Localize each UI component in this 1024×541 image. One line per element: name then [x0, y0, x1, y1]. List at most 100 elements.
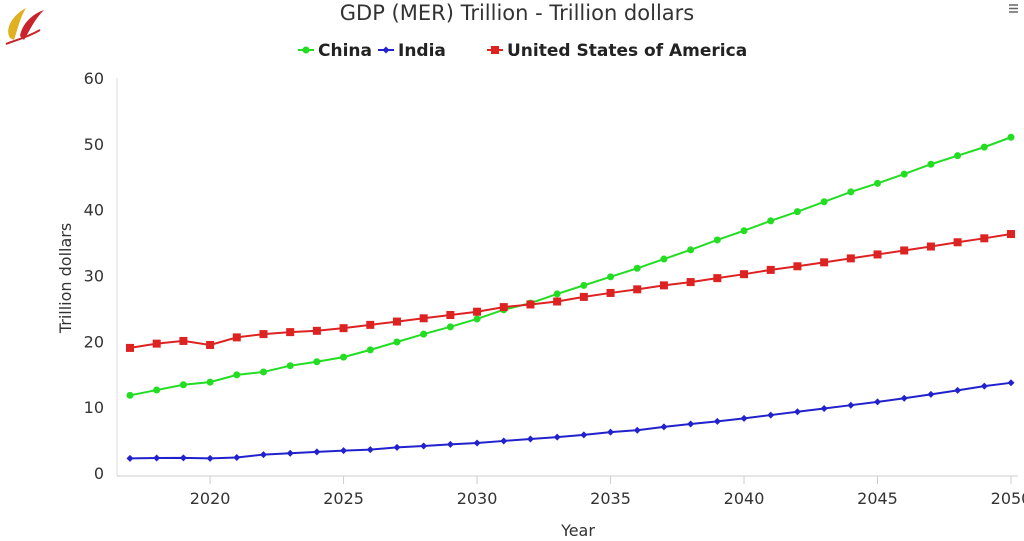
data-point-china[interactable]	[633, 264, 641, 272]
data-point-india[interactable]	[607, 428, 615, 436]
data-point-united-states-of-america[interactable]	[286, 328, 295, 337]
data-point-united-states-of-america[interactable]	[259, 330, 268, 339]
data-point-united-states-of-america[interactable]	[686, 278, 695, 287]
data-point-india[interactable]	[927, 390, 935, 398]
data-point-united-states-of-america[interactable]	[926, 242, 935, 251]
legend-item-china[interactable]: China	[298, 41, 372, 61]
data-point-india[interactable]	[580, 431, 588, 439]
data-point-china[interactable]	[366, 346, 374, 354]
data-point-united-states-of-america[interactable]	[873, 250, 882, 259]
data-point-china[interactable]	[820, 198, 828, 206]
data-point-united-states-of-america[interactable]	[446, 311, 455, 319]
data-point-united-states-of-america[interactable]	[312, 326, 321, 335]
data-point-united-states-of-america[interactable]	[392, 317, 401, 326]
data-point-china[interactable]	[233, 371, 241, 379]
data-point-china[interactable]	[954, 152, 962, 160]
data-point-china[interactable]	[153, 386, 161, 394]
data-point-united-states-of-america[interactable]	[953, 238, 962, 247]
data-point-united-states-of-america[interactable]	[606, 288, 615, 297]
data-point-united-states-of-america[interactable]	[526, 300, 535, 309]
data-point-china[interactable]	[687, 246, 695, 254]
data-point-china[interactable]	[313, 358, 321, 366]
data-point-india[interactable]	[446, 440, 454, 448]
data-point-india[interactable]	[980, 382, 988, 390]
data-point-united-states-of-america[interactable]	[499, 303, 508, 312]
legend-marker-icon[interactable]	[382, 46, 390, 54]
data-point-india[interactable]	[687, 420, 695, 428]
data-point-india[interactable]	[820, 404, 828, 412]
data-point-china[interactable]	[473, 315, 481, 323]
menu-button[interactable]	[1004, 2, 1022, 16]
data-point-china[interactable]	[206, 378, 214, 386]
data-point-china[interactable]	[847, 188, 855, 196]
data-point-united-states-of-america[interactable]	[820, 258, 829, 267]
data-point-united-states-of-america[interactable]	[713, 274, 722, 283]
data-point-united-states-of-america[interactable]	[339, 324, 348, 333]
legend-item-united-states-of-america[interactable]: United States of America	[487, 41, 747, 61]
data-point-china[interactable]	[767, 217, 775, 225]
data-point-china[interactable]	[553, 290, 561, 298]
data-point-china[interactable]	[1007, 133, 1015, 141]
data-point-united-states-of-america[interactable]	[179, 336, 188, 345]
data-point-india[interactable]	[767, 411, 775, 419]
data-point-china[interactable]	[874, 179, 882, 187]
data-point-india[interactable]	[793, 408, 801, 416]
data-point-india[interactable]	[179, 454, 187, 462]
data-point-india[interactable]	[633, 426, 641, 434]
legend-marker-icon[interactable]	[302, 46, 310, 54]
data-point-united-states-of-america[interactable]	[766, 265, 775, 274]
data-point-china[interactable]	[420, 330, 428, 338]
data-point-united-states-of-america[interactable]	[152, 339, 161, 348]
data-point-china[interactable]	[927, 160, 935, 168]
data-point-india[interactable]	[233, 454, 241, 462]
data-point-india[interactable]	[954, 386, 962, 394]
data-point-united-states-of-america[interactable]	[1007, 230, 1015, 239]
data-point-india[interactable]	[366, 446, 374, 454]
data-point-united-states-of-america[interactable]	[793, 262, 802, 271]
data-point-united-states-of-america[interactable]	[740, 270, 749, 279]
data-point-united-states-of-america[interactable]	[553, 297, 562, 306]
data-point-india[interactable]	[313, 448, 321, 456]
data-point-united-states-of-america[interactable]	[419, 314, 428, 323]
data-point-china[interactable]	[713, 236, 721, 244]
data-point-united-states-of-america[interactable]	[366, 320, 375, 329]
data-point-united-states-of-america[interactable]	[633, 285, 642, 294]
data-point-india[interactable]	[153, 454, 161, 462]
data-point-china[interactable]	[179, 381, 187, 389]
data-point-india[interactable]	[900, 394, 908, 402]
data-point-united-states-of-america[interactable]	[232, 333, 241, 342]
data-point-china[interactable]	[446, 323, 454, 331]
data-point-china[interactable]	[340, 353, 348, 361]
data-point-india[interactable]	[1007, 379, 1015, 387]
data-point-united-states-of-america[interactable]	[473, 307, 482, 316]
data-point-china[interactable]	[980, 143, 988, 151]
data-point-india[interactable]	[259, 451, 267, 459]
data-point-india[interactable]	[126, 454, 134, 462]
data-point-india[interactable]	[874, 398, 882, 406]
data-point-united-states-of-america[interactable]	[900, 246, 909, 255]
data-point-india[interactable]	[553, 433, 561, 441]
data-point-united-states-of-america[interactable]	[126, 343, 134, 352]
data-point-united-states-of-america[interactable]	[846, 254, 855, 263]
data-point-india[interactable]	[660, 423, 668, 431]
data-point-india[interactable]	[286, 449, 294, 457]
data-point-india[interactable]	[420, 442, 428, 450]
data-point-united-states-of-america[interactable]	[980, 234, 989, 243]
data-point-india[interactable]	[206, 454, 214, 462]
data-point-india[interactable]	[526, 435, 534, 443]
data-point-china[interactable]	[607, 273, 615, 281]
data-point-india[interactable]	[847, 401, 855, 409]
legend-marker-icon[interactable]	[491, 46, 499, 54]
data-point-china[interactable]	[259, 368, 267, 376]
data-point-india[interactable]	[740, 414, 748, 422]
data-point-china[interactable]	[900, 170, 908, 178]
data-point-china[interactable]	[393, 338, 401, 346]
data-point-united-states-of-america[interactable]	[579, 292, 588, 301]
data-point-china[interactable]	[126, 391, 134, 399]
legend-item-india[interactable]: India	[378, 41, 446, 61]
data-point-india[interactable]	[340, 447, 348, 455]
data-point-united-states-of-america[interactable]	[659, 281, 668, 290]
data-point-india[interactable]	[713, 417, 721, 425]
data-point-india[interactable]	[473, 439, 481, 447]
data-point-china[interactable]	[286, 362, 294, 370]
